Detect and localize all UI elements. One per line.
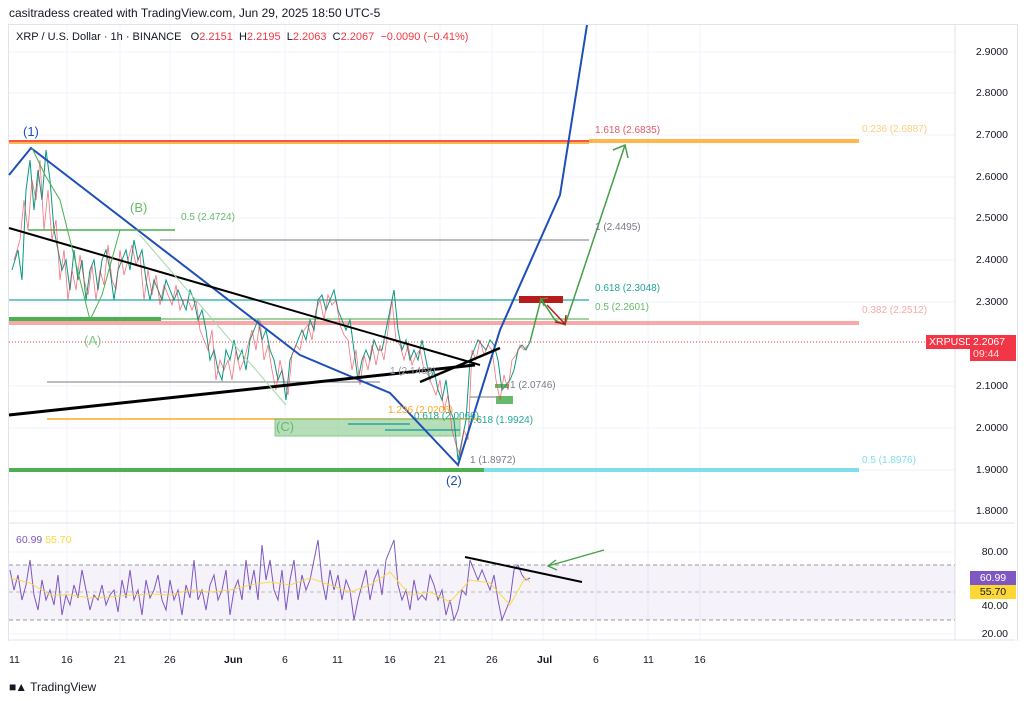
- last-price-tag: 2.2067 09:44: [970, 335, 1016, 361]
- symbol-tag: XRPUSD: [926, 335, 976, 349]
- symbol-legend[interactable]: XRP / U.S. Dollar · 1h · BINANCE O2.2151…: [16, 31, 468, 43]
- ohlc-close: 2.2067: [340, 31, 375, 43]
- ohlc-low-label: L: [286, 31, 293, 43]
- price-tick: 2.5000: [975, 212, 1008, 224]
- price-tick: 2.0000: [975, 422, 1008, 434]
- fib-label: 0.618 (1.9924): [468, 415, 534, 426]
- time-tick: 6: [593, 654, 599, 666]
- price-tick: 2.6000: [975, 171, 1008, 183]
- price-tick: 1.8000: [975, 505, 1008, 517]
- chart-frame: [8, 24, 1018, 641]
- symbol-name: XRP / U.S. Dollar · 1h · BINANCE: [16, 31, 182, 43]
- time-tick: Jul: [537, 654, 553, 666]
- rsi-tick: 80.00: [981, 546, 1008, 558]
- ohlc-low: 2.2063: [292, 31, 327, 43]
- projection-arrows: [529, 143, 629, 343]
- time-tick: 26: [164, 654, 176, 666]
- time-tick: 11: [9, 654, 20, 666]
- rsi-tick: 40.00: [981, 600, 1008, 612]
- fib-label: 0.236 (2.6887): [862, 124, 928, 135]
- fib-label: 1 (2.1468): [390, 366, 436, 377]
- fib-label: 0.382 (2.2512): [862, 305, 928, 316]
- price-tick: 2.3000: [975, 296, 1008, 308]
- fib-label: 0.618 (2.0069): [414, 411, 480, 422]
- wave-label-2: (2): [446, 473, 462, 488]
- wave-label-b: (B): [130, 200, 148, 215]
- ohlc-open-label: O: [190, 31, 200, 43]
- price-tick: 2.4000: [975, 254, 1008, 266]
- ohlc-high: 2.2195: [246, 31, 281, 43]
- ohlc-open: 2.2151: [199, 31, 233, 43]
- fib-levels[interactable]: [9, 139, 859, 472]
- rsi-legend-value: 60.99: [16, 534, 43, 546]
- rsi-tick: 20.00: [981, 628, 1008, 640]
- time-tick: 16: [384, 654, 396, 666]
- fib-label: 0.618 (2.3048): [595, 283, 661, 294]
- ohlc-close-label: C: [332, 31, 341, 43]
- time-tick: 26: [486, 654, 498, 666]
- wave-label-1: (1): [23, 124, 39, 139]
- wave-label-a: (A): [84, 333, 102, 348]
- ohlc-high-label: H: [238, 31, 247, 43]
- fib-label: 0.5 (2.2601): [595, 302, 649, 313]
- tradingview-logo-icon: ■▲: [9, 680, 27, 694]
- time-tick: Jun: [224, 654, 243, 666]
- fib-label: 0.5 (1.8976): [862, 455, 916, 466]
- chart-credit: casitradess created with TradingView.com…: [9, 6, 381, 20]
- bar-countdown: 09:44: [973, 348, 1000, 360]
- time-tick: 11: [643, 654, 654, 666]
- time-tick: 21: [114, 654, 126, 666]
- time-tick: 11: [332, 654, 343, 666]
- price-series: [11, 149, 531, 461]
- rsi-ma-tag: 55.70: [970, 585, 1016, 599]
- price-tick: 1.9000: [975, 464, 1008, 476]
- rsi-legend[interactable]: 60.99 55.70: [16, 534, 71, 546]
- fib-label: 1.618 (2.6835): [595, 125, 661, 136]
- fib-label: 1 (2.0746): [510, 380, 556, 391]
- wave-lines[interactable]: [8, 24, 588, 467]
- ohlc-change: −0.0090 (−0.41%): [380, 31, 469, 43]
- price-tick: 2.7000: [975, 129, 1008, 141]
- tradingview-logo[interactable]: ■▲ TradingView: [9, 680, 96, 694]
- grid: [9, 25, 955, 640]
- time-tick: 6: [282, 654, 288, 666]
- price-tick: 2.1000: [975, 380, 1008, 392]
- fib-label: 1.236 (2.0206): [388, 405, 454, 416]
- last-price: 2.2067: [973, 336, 1006, 348]
- time-tick: 16: [694, 654, 706, 666]
- time-tick: 21: [434, 654, 446, 666]
- rsi-value-tag: 60.99: [970, 571, 1016, 585]
- fib-label: 0.5 (2.4724): [181, 212, 235, 223]
- fib-label: 1 (2.4495): [595, 222, 641, 233]
- price-tick: 2.9000: [975, 46, 1008, 58]
- rsi-legend-ma: 55.70: [45, 534, 72, 546]
- fib-label: 1 (1.8972): [470, 455, 516, 466]
- tradingview-logo-text: TradingView: [30, 680, 97, 694]
- price-tick: 2.8000: [975, 87, 1008, 99]
- time-tick: 16: [61, 654, 73, 666]
- rsi-pane[interactable]: [9, 539, 955, 635]
- wave-label-c: (C): [276, 419, 295, 434]
